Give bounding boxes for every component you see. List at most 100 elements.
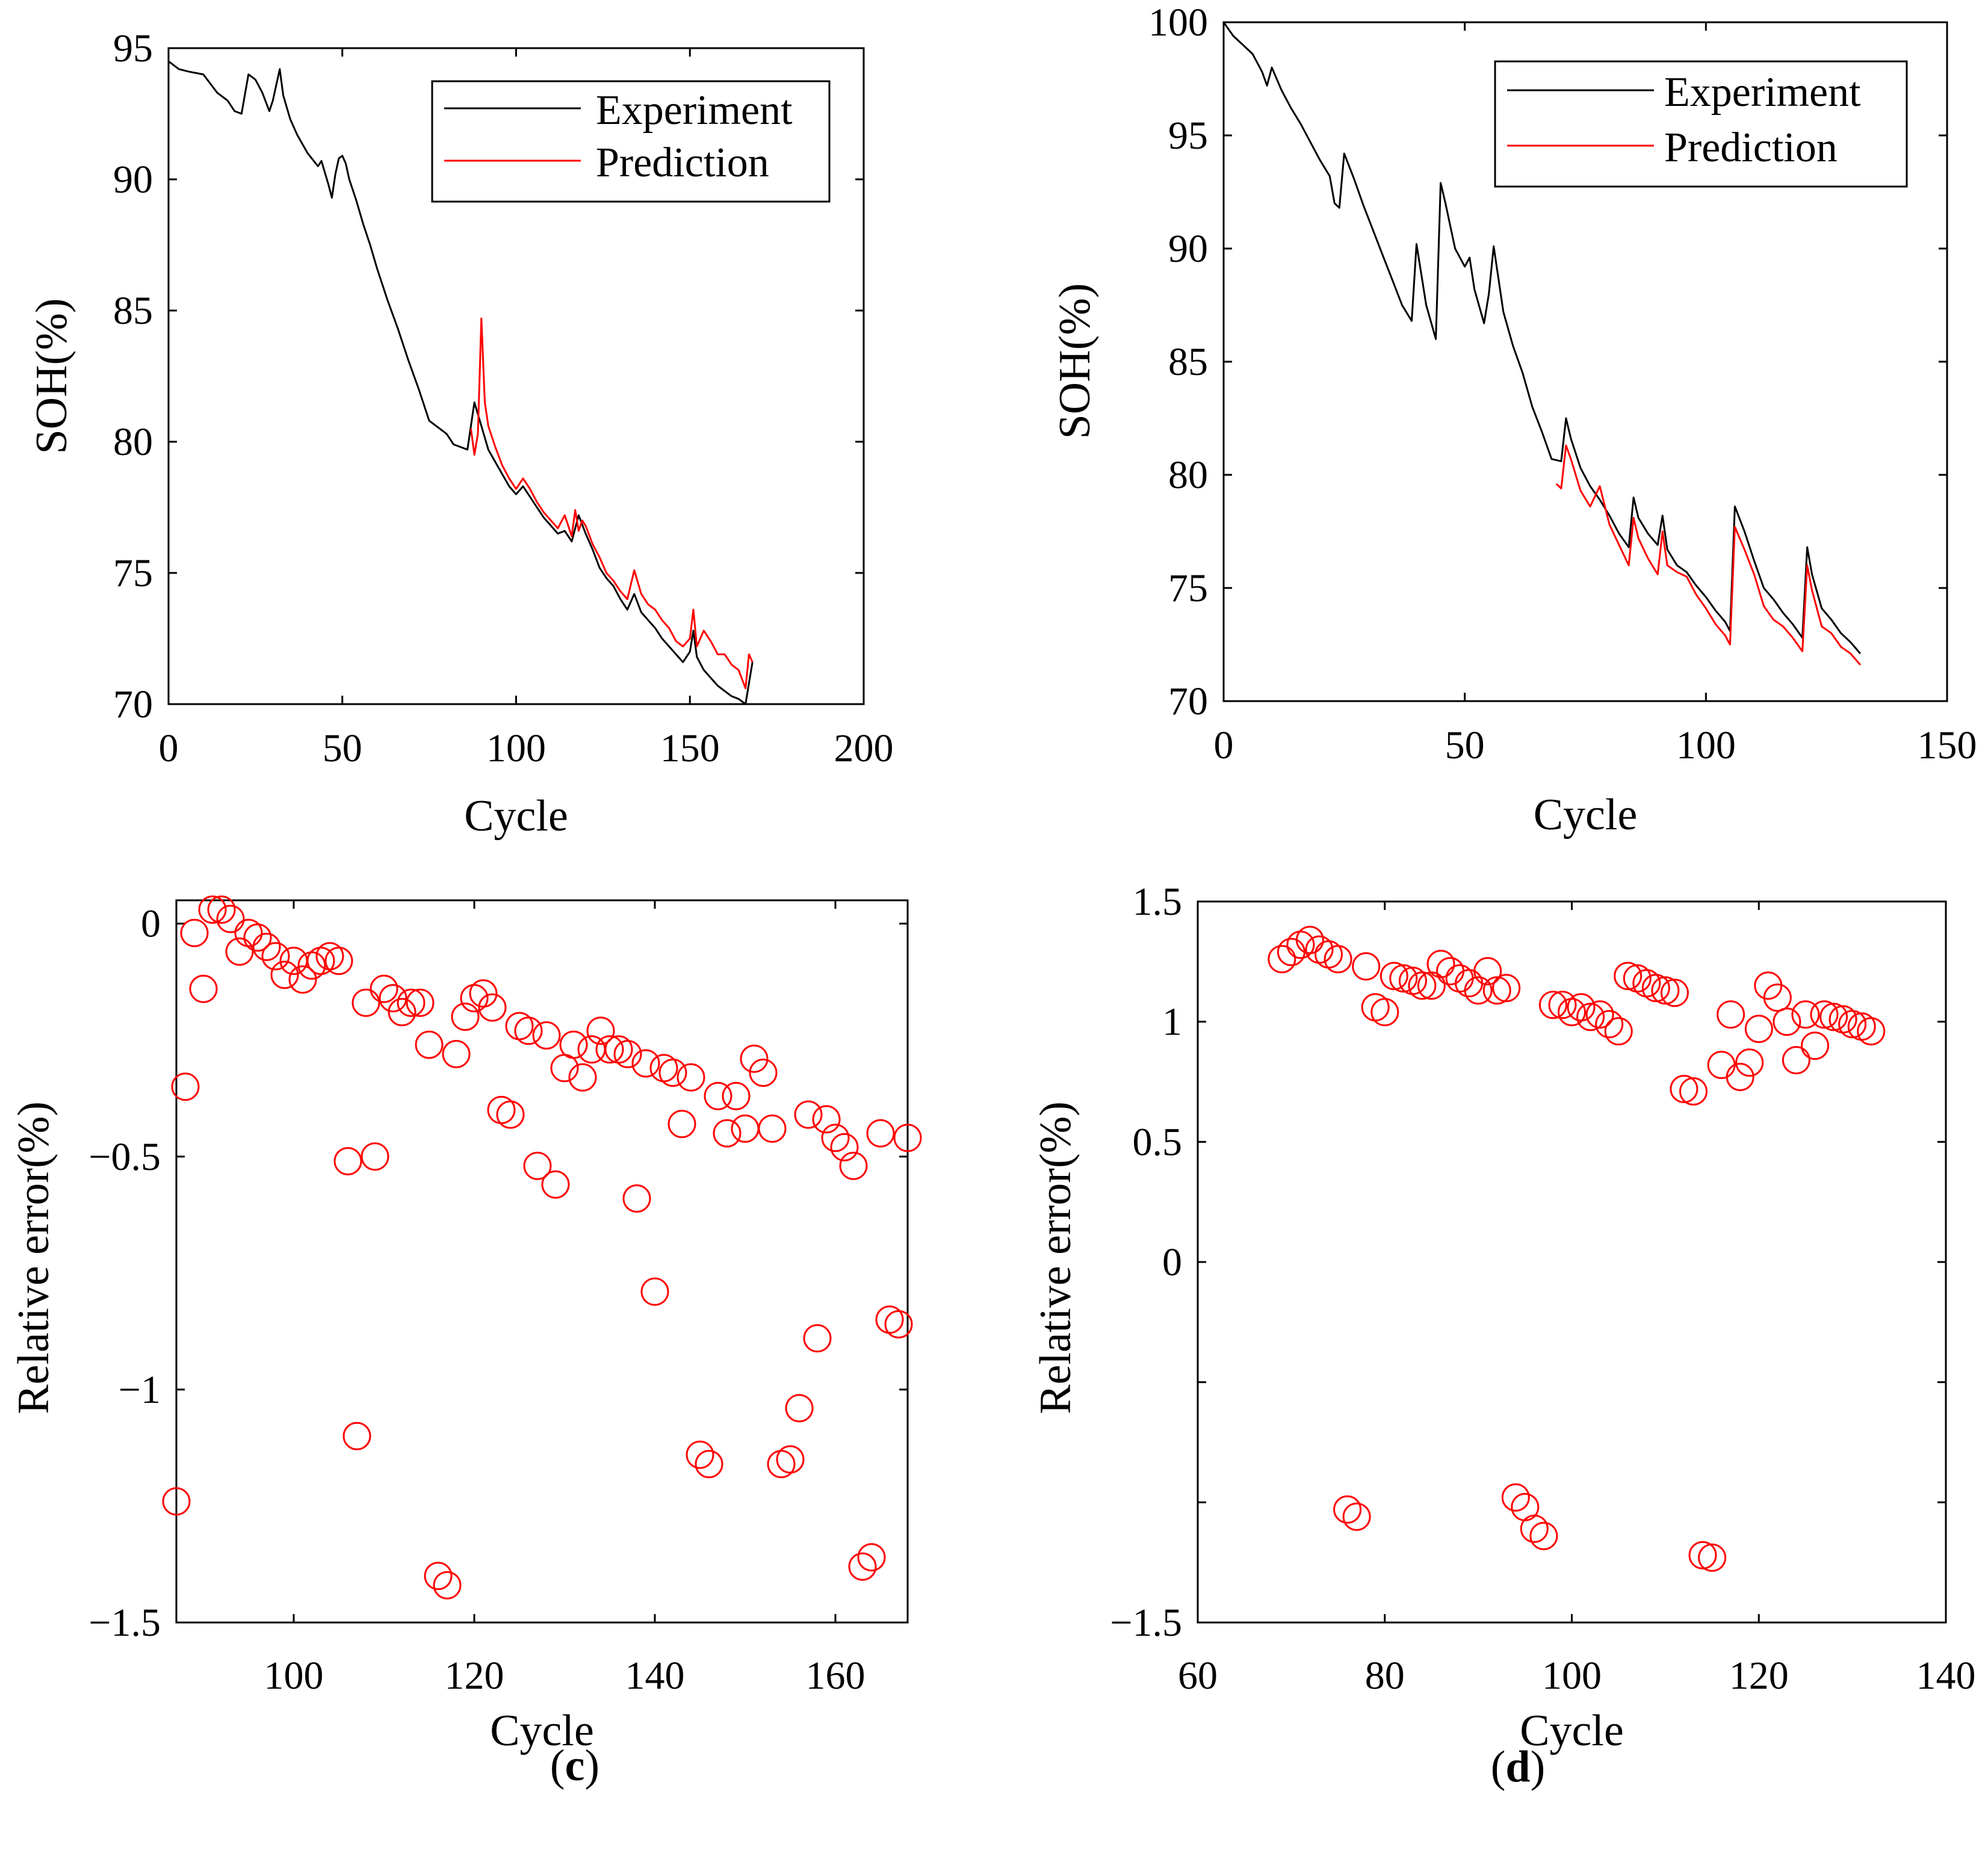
x-tick-label: 0 [159,726,179,770]
error-point [406,988,435,1017]
error-point [514,1016,543,1045]
error-point [433,1571,462,1600]
y-tick-label: −1.5 [1110,1601,1182,1645]
x-axis-label: Cycle [1534,790,1638,840]
legend-label-experiment: Experiment [1664,69,1861,116]
error-point [496,1100,525,1129]
error-point [658,1059,687,1087]
error-point [758,1114,787,1143]
y-tick-label: 80 [113,420,153,464]
error-point [225,937,254,966]
error-point [324,947,353,976]
error-point [1838,1010,1867,1039]
error-point [686,1440,714,1469]
error-point [776,1445,805,1474]
error-point [695,1450,723,1479]
error-point [631,1049,660,1078]
error-point [216,905,245,933]
error-point [559,1030,588,1059]
panel-c-error-chart: 100 120 140 160 −1.5 −1 −0.5 0 Cycle Relative err… [9,896,922,1755]
error-point [830,1133,859,1162]
x-tick-label: 100 [264,1654,324,1698]
y-tick-label: 90 [113,158,153,202]
series-line-experiment [1222,22,1861,654]
x-tick-label: 140 [625,1654,685,1698]
y-tick-label: 0 [1162,1240,1182,1284]
error-point [713,1119,742,1148]
error-point [1426,950,1455,979]
error-point [1744,1015,1773,1044]
error-point [1679,1077,1708,1106]
x-axis-label: Cycle [464,791,568,841]
x-tick-label: 160 [806,1654,865,1698]
error-point [1857,1017,1886,1046]
y-tick-label: 70 [113,682,153,726]
error-point [1763,983,1792,1012]
y-tick-label: 0.5 [1133,1120,1183,1164]
series-line-experiment [168,60,754,705]
y-tick-label: 70 [1168,679,1208,723]
error-point [478,993,507,1022]
y-tick-label: 90 [1168,227,1208,271]
error-point [523,1151,552,1180]
error-point [1352,952,1381,981]
x-tick-label: 120 [445,1654,504,1698]
error-point [171,1072,200,1101]
error-point [1641,974,1670,1003]
error-point [1520,1514,1549,1543]
error-point [207,896,236,924]
y-tick-label: 85 [113,289,153,333]
error-point [1819,1003,1848,1032]
y-tick-label: 75 [113,551,153,595]
x-axis-label: Cycle [1520,1706,1624,1755]
x-tick-label: 100 [1676,723,1736,767]
error-point [595,1035,624,1064]
error-point [288,965,317,994]
error-point [1773,1007,1801,1036]
y-tick-label: 100 [1148,1,1208,45]
error-point [333,1147,362,1175]
error-point [749,1059,778,1087]
error-point [794,1100,823,1129]
error-point [1482,976,1511,1005]
error-point [469,979,498,1008]
error-point [442,1040,471,1068]
error-point [1342,1502,1371,1531]
error-point [1576,1003,1605,1032]
error-point [270,960,299,989]
error-point [397,988,426,1017]
error-point [667,1110,696,1139]
x-tick-label: 150 [1918,723,1977,767]
error-point [1810,1000,1839,1029]
error-point [1670,1075,1698,1103]
error-point [1473,957,1502,986]
error-point [1782,1046,1810,1075]
error-point [1717,1000,1745,1029]
y-tick-label: 1.5 [1133,880,1183,924]
error-point [198,896,227,924]
y-tick-label: 0 [141,902,161,946]
y-tick-label: 95 [113,26,153,70]
error-point [415,1030,444,1059]
error-point [1726,1063,1754,1091]
error-point [1604,1017,1633,1046]
panel-a-soh-chart: 0 50 100 150 200 70 75 80 85 90 95 Cycle SOH(%) Exper… [27,26,894,841]
error-point [361,1142,389,1171]
error-point [785,1394,814,1423]
y-tick-label: −1 [119,1368,161,1412]
y-axis-label: Relative error(%) [1031,1101,1080,1414]
error-point [243,923,272,952]
error-point [424,1562,453,1591]
error-point [1389,964,1418,993]
series-line-prediction [1555,444,1861,666]
x-tick-label: 140 [1916,1654,1976,1698]
error-point [1529,1521,1558,1550]
error-point [252,932,281,961]
legend-box [431,80,831,203]
error-point [1595,1010,1624,1039]
error-point [180,918,209,947]
y-axis-label: SOH(%) [27,299,76,454]
error-point [1698,1543,1727,1572]
y-tick-label: 85 [1168,340,1208,384]
error-point [677,1063,705,1092]
